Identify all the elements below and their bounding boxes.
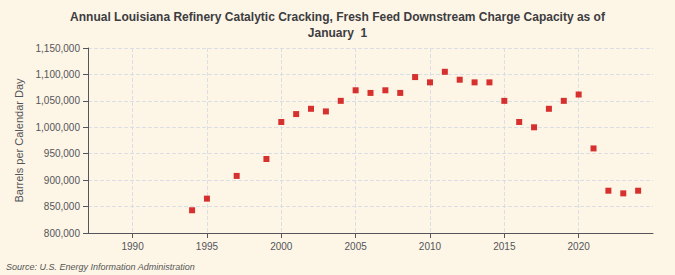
svg-text:800,000: 800,000	[44, 228, 81, 239]
svg-text:Source: U.S. Energy Informatio: Source: U.S. Energy Information Administ…	[6, 262, 195, 272]
svg-text:1,100,000: 1,100,000	[36, 69, 81, 80]
svg-text:January 1: January 1	[308, 26, 368, 40]
svg-text:Annual Louisiana Refinery Cata: Annual Louisiana Refinery Catalytic Crac…	[70, 10, 606, 24]
svg-text:1,050,000: 1,050,000	[36, 95, 81, 106]
svg-text:1,150,000: 1,150,000	[36, 43, 81, 54]
svg-text:Barrels per Calendar Day: Barrels per Calendar Day	[13, 78, 25, 203]
svg-text:1,000,000: 1,000,000	[36, 122, 81, 133]
svg-text:2010: 2010	[419, 241, 442, 252]
svg-text:1990: 1990	[121, 241, 144, 252]
svg-text:850,000: 850,000	[44, 201, 81, 212]
svg-text:2005: 2005	[345, 241, 368, 252]
svg-text:950,000: 950,000	[44, 148, 81, 159]
svg-text:900,000: 900,000	[44, 175, 81, 186]
svg-text:2000: 2000	[270, 241, 293, 252]
svg-text:2015: 2015	[493, 241, 516, 252]
svg-text:2020: 2020	[568, 241, 591, 252]
svg-text:1995: 1995	[196, 241, 219, 252]
